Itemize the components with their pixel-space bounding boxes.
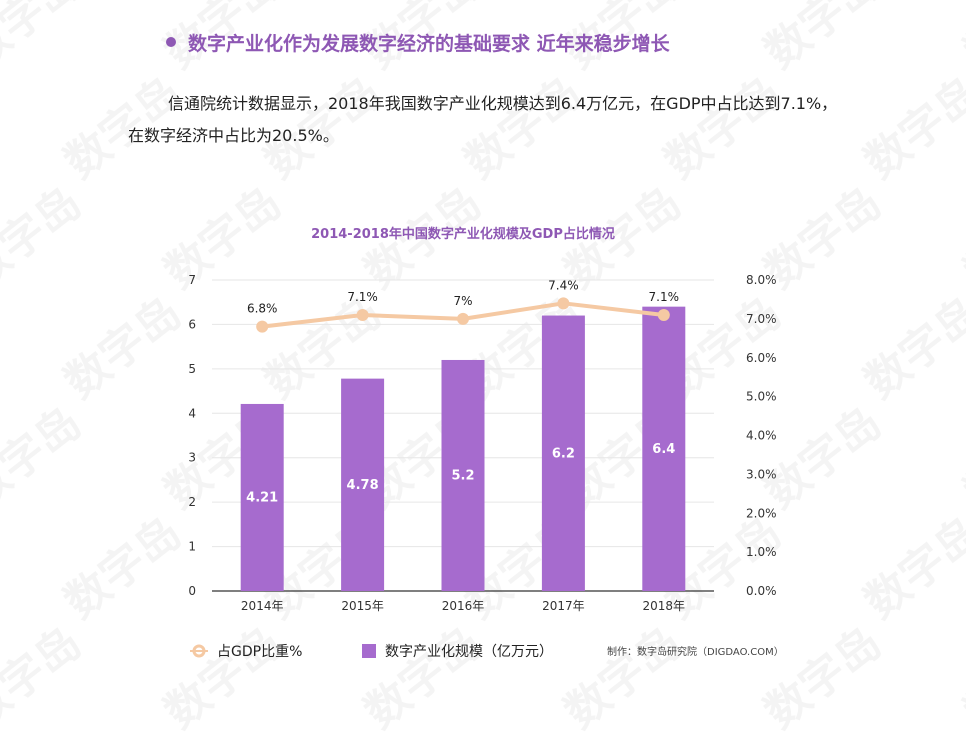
bar-value-label: 4.21 bbox=[246, 490, 278, 505]
legend-bar-label: 数字产业化规模（亿万元） bbox=[385, 644, 553, 660]
legend-line-label: 占GDP比重% bbox=[217, 644, 302, 660]
section-heading-text: 数字产业化作为发展数字经济的基础要求 近年来稳步增长 bbox=[188, 32, 670, 55]
y-right-tick-label: 8.0% bbox=[746, 273, 777, 287]
y-right-tick-label: 6.0% bbox=[746, 351, 777, 365]
y-right-tick-label: 0.0% bbox=[746, 584, 777, 598]
gdp-share-point bbox=[557, 297, 570, 310]
y-left-tick-label: 1 bbox=[188, 540, 196, 554]
gdp-share-point bbox=[457, 312, 469, 325]
y-left-tick-label: 6 bbox=[188, 317, 196, 331]
description-paragraph: 信通院统计数据显示，2018年我国数字产业化规模达到6.4万亿元，在GDP中占比… bbox=[128, 94, 838, 145]
heading-bullet-icon bbox=[166, 37, 176, 47]
y-left-tick-label: 5 bbox=[188, 362, 196, 376]
y-right-tick-label: 1.0% bbox=[746, 545, 777, 559]
y-left-tick-label: 7 bbox=[188, 273, 196, 287]
y-right-tick-label: 7.0% bbox=[746, 312, 777, 326]
bar-value-label: 5.2 bbox=[451, 468, 474, 483]
bar-value-label: 4.78 bbox=[347, 478, 379, 493]
x-tick-label: 2018年 bbox=[643, 599, 686, 613]
bar bbox=[341, 378, 385, 591]
gdp-share-label: 7.4% bbox=[548, 278, 579, 292]
bar-value-label: 6.2 bbox=[552, 446, 575, 461]
x-tick-label: 2016年 bbox=[442, 599, 485, 613]
legend: 占GDP比重% 数字产业化规模（亿万元） bbox=[190, 644, 553, 660]
bar bbox=[240, 403, 284, 591]
y-left-tick-label: 0 bbox=[188, 584, 196, 598]
legend-bar-swatch-icon bbox=[362, 644, 376, 658]
bar bbox=[441, 359, 485, 591]
gdp-share-point bbox=[657, 308, 670, 321]
y-right-tick-label: 5.0% bbox=[746, 390, 777, 404]
bar bbox=[541, 315, 585, 591]
x-tick-label: 2017年 bbox=[542, 599, 585, 613]
gdp-share-point bbox=[256, 320, 269, 333]
x-tick-label: 2014年 bbox=[241, 599, 284, 613]
gdp-share-point bbox=[356, 308, 369, 321]
x-tick-label: 2015年 bbox=[341, 599, 384, 613]
chart-credit: 制作：数字岛研究院（DIGDAO.COM） bbox=[607, 645, 784, 658]
y-right-tick-label: 3.0% bbox=[746, 467, 777, 481]
gdp-share-label: 7.1% bbox=[347, 290, 378, 304]
bar bbox=[642, 306, 686, 591]
gdp-share-label: 7% bbox=[453, 294, 472, 308]
y-right-tick-label: 4.0% bbox=[746, 429, 777, 443]
y-right-tick-label: 2.0% bbox=[746, 506, 777, 520]
y-left-tick-label: 3 bbox=[188, 451, 196, 465]
section-heading: 数字产业化作为发展数字经济的基础要求 近年来稳步增长 bbox=[166, 27, 670, 57]
bar-value-label: 6.4 bbox=[652, 442, 675, 457]
y-left-tick-label: 4 bbox=[188, 406, 196, 420]
y-left-tick-label: 2 bbox=[188, 495, 196, 509]
gdp-share-label: 7.1% bbox=[649, 290, 680, 304]
chart-title: 2014-2018年中国数字产业化规模及GDP占比情况 bbox=[311, 226, 615, 242]
gdp-share-label: 6.8% bbox=[247, 302, 278, 316]
